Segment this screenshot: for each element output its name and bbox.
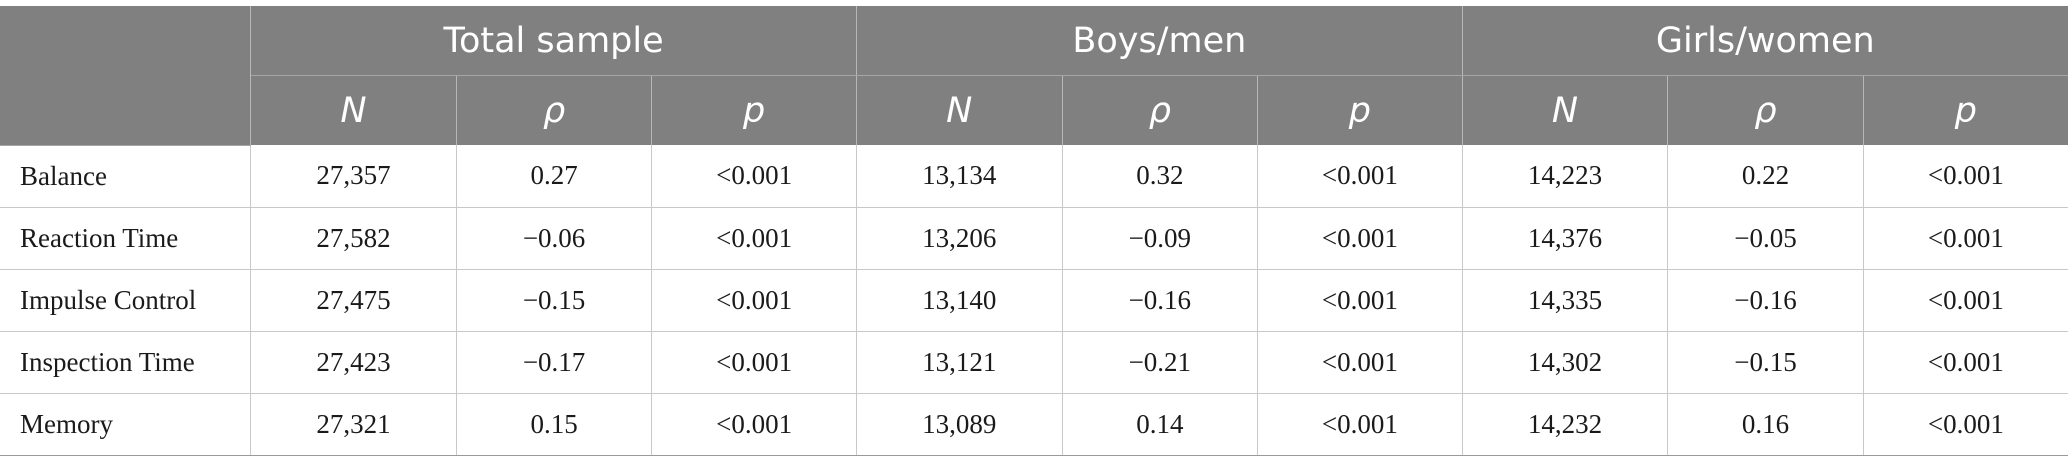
correlation-table: Total sample Boys/men Girls/women N ρ p …	[0, 6, 2068, 456]
cell-boys-n: 13,140	[856, 269, 1063, 332]
subheader-n: N	[856, 75, 1063, 145]
cell-boys-rho: −0.16	[1062, 269, 1259, 332]
cell-total-n: 27,582	[250, 207, 457, 270]
subheader-rho: ρ	[1667, 75, 1864, 145]
group-header-row: Total sample Boys/men Girls/women	[0, 6, 2068, 146]
cell-girls-p: <0.001	[1863, 269, 2068, 332]
cell-boys-p: <0.001	[1257, 393, 1463, 456]
cell-total-n: 27,475	[250, 269, 457, 332]
table-row: Impulse Control 27,475 −0.15 <0.001 13,140 −0…	[0, 269, 2068, 332]
group-header-girls: Girls/women	[1462, 6, 2068, 76]
cell-girls-rho: −0.05	[1667, 207, 1864, 270]
cell-total-n: 27,357	[250, 145, 457, 208]
cell-total-p: <0.001	[651, 331, 857, 394]
cell-total-p: <0.001	[651, 207, 857, 270]
table-container: Total sample Boys/men Girls/women N ρ p …	[0, 6, 2068, 456]
row-label: Reaction Time	[0, 207, 252, 270]
cell-boys-rho: 0.32	[1062, 145, 1259, 208]
cell-girls-rho: 0.22	[1667, 145, 1864, 208]
table-row: Reaction Time 27,582 −0.06 <0.001 13,206 −0.0…	[0, 207, 2068, 270]
cell-boys-n: 13,134	[856, 145, 1063, 208]
row-label: Impulse Control	[0, 269, 252, 332]
cell-total-n: 27,321	[250, 393, 457, 456]
table-row: Inspection Time 27,423 −0.17 <0.001 13,121 −0…	[0, 331, 2068, 394]
row-label: Balance	[0, 145, 252, 208]
cell-girls-n: 14,376	[1462, 207, 1669, 270]
cell-girls-p: <0.001	[1863, 145, 2068, 208]
subheader-rho: ρ	[456, 75, 653, 145]
table-row: Memory 27,321 0.15 <0.001 13,089 0.14 <0.001 14…	[0, 393, 2068, 456]
cell-boys-p: <0.001	[1257, 269, 1463, 332]
cell-total-rho: 0.27	[456, 145, 653, 208]
cell-boys-p: <0.001	[1257, 207, 1463, 270]
cell-girls-n: 14,302	[1462, 331, 1669, 394]
group-header-boys: Boys/men	[856, 6, 1463, 76]
cell-total-rho: −0.06	[456, 207, 653, 270]
cell-girls-rho: −0.16	[1667, 269, 1864, 332]
cell-boys-n: 13,121	[856, 331, 1063, 394]
cell-girls-n: 14,335	[1462, 269, 1669, 332]
cell-boys-p: <0.001	[1257, 145, 1463, 208]
cell-total-p: <0.001	[651, 269, 857, 332]
cell-total-p: <0.001	[651, 393, 857, 456]
cell-boys-n: 13,089	[856, 393, 1063, 456]
cell-total-n: 27,423	[250, 331, 457, 394]
cell-girls-n: 14,232	[1462, 393, 1669, 456]
cell-girls-rho: 0.16	[1667, 393, 1864, 456]
cell-girls-rho: −0.15	[1667, 331, 1864, 394]
cell-total-rho: −0.17	[456, 331, 653, 394]
cell-girls-p: <0.001	[1863, 393, 2068, 456]
cell-boys-rho: −0.09	[1062, 207, 1259, 270]
cell-total-rho: 0.15	[456, 393, 653, 456]
subheader-p: p	[651, 75, 857, 145]
table-row: Balance 27,357 0.27 <0.001 13,134 0.32 <0.001 1…	[0, 145, 2068, 208]
subheader-n: N	[1462, 75, 1669, 145]
sub-header-row: N ρ p N ρ p N ρ p	[0, 75, 2068, 145]
subheader-p: p	[1257, 75, 1463, 145]
subheader-p: p	[1863, 75, 2068, 145]
table-body: Balance 27,357 0.27 <0.001 13,134 0.32 <0.001 1…	[0, 145, 2068, 456]
cell-boys-n: 13,206	[856, 207, 1063, 270]
row-label: Inspection Time	[0, 331, 252, 394]
cell-boys-rho: 0.14	[1062, 393, 1259, 456]
row-label: Memory	[0, 393, 252, 456]
subheader-rho: ρ	[1062, 75, 1259, 145]
cell-boys-p: <0.001	[1257, 331, 1463, 394]
cell-total-p: <0.001	[651, 145, 857, 208]
corner-cell	[0, 6, 252, 146]
cell-girls-p: <0.001	[1863, 207, 2068, 270]
cell-girls-p: <0.001	[1863, 331, 2068, 394]
subheader-n: N	[250, 75, 457, 145]
cell-girls-n: 14,223	[1462, 145, 1669, 208]
cell-total-rho: −0.15	[456, 269, 653, 332]
group-header-total: Total sample	[250, 6, 857, 76]
cell-boys-rho: −0.21	[1062, 331, 1259, 394]
table-header: Total sample Boys/men Girls/women N ρ p …	[0, 6, 2068, 146]
